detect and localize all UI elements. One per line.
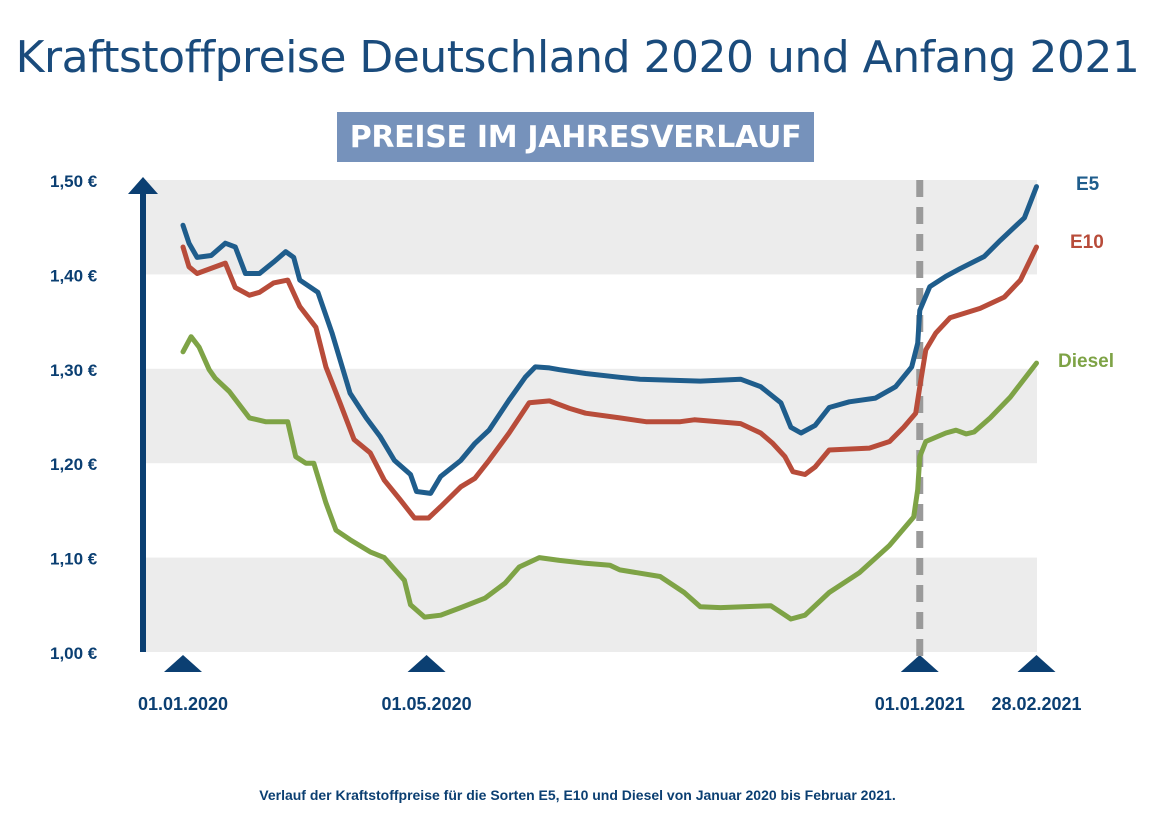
chart-caption: Verlauf der Kraftstoffpreise für die Sor…	[259, 787, 896, 803]
y-tick-label: 1,30 €	[50, 361, 98, 380]
y-tick-label: 1,10 €	[50, 550, 98, 569]
series-label-e5: E5	[1076, 174, 1100, 195]
grid-band	[145, 557, 1037, 652]
series-line-diesel	[180, 334, 1039, 622]
x-tick-label: 28.02.2021	[991, 694, 1081, 714]
x-tick-label: 01.01.2021	[875, 694, 965, 714]
series-line-e10	[180, 244, 1039, 521]
x-tick-label: 01.05.2020	[382, 694, 472, 714]
x-tick-triangle-icon	[164, 655, 202, 672]
y-axis-arrow-icon	[128, 177, 158, 194]
y-tick-label: 1,00 €	[50, 644, 98, 663]
y-tick-label: 1,20 €	[50, 455, 98, 474]
x-tick-triangle-icon	[407, 655, 446, 672]
x-tick-label: 01.01.2020	[138, 694, 228, 714]
y-axis-line	[140, 192, 146, 652]
series-label-diesel: Diesel	[1058, 351, 1114, 372]
series-label-e10: E10	[1070, 232, 1104, 253]
x-tick-triangle-icon	[1017, 655, 1056, 672]
series-line-e5	[180, 184, 1039, 496]
subtitle-banner: PREISE IM JAHRESVERLAUF	[337, 112, 814, 162]
y-tick-label: 1,50 €	[50, 172, 98, 191]
y-tick-label: 1,40 €	[50, 266, 98, 285]
x-tick-triangle-icon	[900, 655, 939, 672]
page-title: Kraftstoffpreise Deutschland 2020 und An…	[15, 32, 1140, 83]
